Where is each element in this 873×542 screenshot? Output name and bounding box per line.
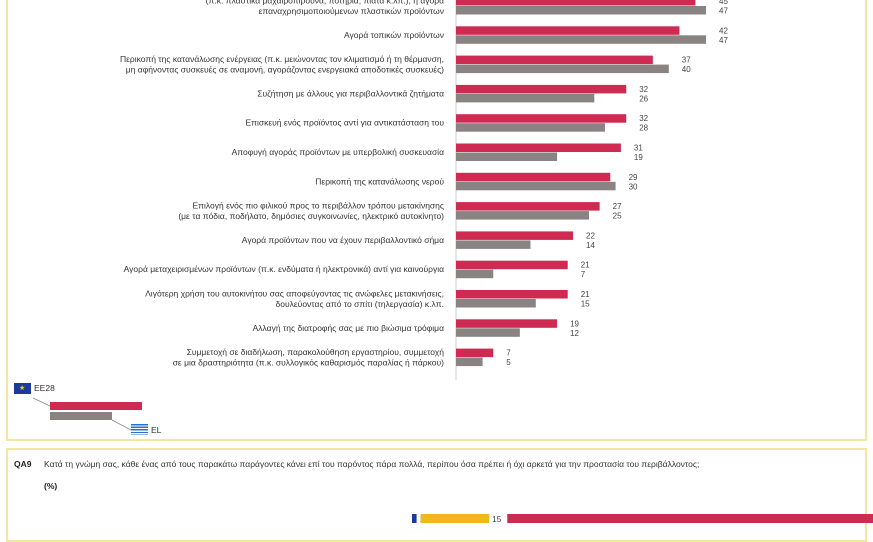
value-label-ee28: 42: [719, 26, 728, 35]
bar-el: [456, 93, 595, 103]
row-label: δουλεύοντας από το σπίτι (τηλεργασία) κ.…: [276, 299, 444, 309]
row-label: Αγορά τοπικών προϊόντων: [344, 30, 444, 40]
bar-el: [456, 6, 707, 15]
value-label-ee28: 45: [719, 0, 728, 6]
row-label: Συζήτηση με άλλους για περιβαλλοντικά ζη…: [257, 88, 444, 98]
bar-ee28: [456, 84, 627, 94]
value-label-el: 25: [613, 212, 622, 221]
value-label-el: 14: [586, 241, 595, 250]
bar-el: [456, 64, 669, 74]
row-label: (π.κ. πλαστικά μαχαιροπίρουνα, ποτήρια, …: [206, 0, 444, 5]
stacked-value-label: 15: [492, 515, 501, 523]
bar-el: [456, 181, 616, 191]
legend-eu-label: EE28: [34, 383, 55, 393]
value-label-ee28: 37: [682, 56, 691, 65]
row-label: Αγορά προϊόντων που να έχουν περιβαλλοντ…: [242, 235, 444, 245]
value-label-ee28: 7: [506, 349, 511, 358]
bar-ee28: [456, 0, 696, 6]
stacked-segment: [420, 514, 490, 523]
bar-el: [456, 299, 536, 308]
bar-el: [456, 328, 520, 337]
row-label: Αποφυγή αγοράς προϊόντων με υπερβολική σ…: [232, 147, 445, 157]
bar-ee28: [456, 231, 574, 240]
row-label: μη αφήνοντας συσκευές σε αναμονή, αγοράζ…: [126, 64, 444, 74]
question-id: QA9: [14, 459, 32, 469]
greece-flag-icon: [131, 424, 148, 435]
value-label-el: 40: [682, 65, 691, 74]
bar-ee28: [456, 143, 621, 152]
row-label: Επισκευή ενός προϊόντος αντί για αντικατ…: [245, 118, 444, 128]
value-label-ee28: 32: [639, 85, 648, 94]
value-label-el: 5: [506, 358, 511, 367]
question-unit: (%): [44, 481, 58, 491]
bar-el: [456, 35, 707, 44]
value-label-ee28: 21: [581, 290, 590, 299]
value-label-el: 26: [639, 94, 648, 103]
bar-ee28: [456, 202, 600, 211]
value-label-el: 15: [581, 300, 590, 309]
value-label-el: 12: [570, 329, 579, 338]
row-label: σε μια δραστηριότητα (π.κ. συλλογικός κα…: [173, 357, 444, 367]
value-label-ee28: 31: [634, 144, 643, 153]
value-label-el: 47: [719, 36, 728, 45]
bar-ee28: [456, 55, 653, 65]
bar-chart: (π.κ. πλαστικά μαχαιροπίρουνα, ποτήρια, …: [32, 0, 873, 523]
question-text: Κατά τη γνώμη σας, κάθε ένας από τους πα…: [44, 459, 700, 469]
bar-ee28: [456, 26, 680, 35]
legend-connector-el: [111, 419, 132, 431]
row-label: Περικοπή της κατανάλωσης ενέργειας (π.κ.…: [120, 54, 444, 64]
row-label: Συμμετοχή σε διαδήλωση, παρακολούθηση ερ…: [187, 347, 445, 357]
value-label-ee28: 29: [629, 173, 638, 182]
bar-el: [456, 269, 494, 279]
row-label: Αλλαγή της διατροφής σας με πιο βιώσιμα …: [253, 323, 444, 333]
legend-bar-el: [50, 412, 112, 420]
bar-ee28: [456, 319, 558, 328]
stacked-segment: [412, 514, 417, 523]
legend-connector-eu: [32, 397, 51, 407]
bar-el: [456, 211, 589, 220]
value-label-ee28: 22: [586, 231, 595, 240]
eu-flag-icon: [14, 383, 31, 394]
stacked-segment: [507, 514, 873, 523]
bar-el: [456, 123, 605, 132]
bar-el: [456, 152, 558, 161]
legend-bar-ee28: [50, 402, 142, 410]
value-label-el: 47: [719, 7, 728, 16]
row-label: Λιγότερη χρήση του αυτοκινήτου σας αποφε…: [145, 288, 444, 298]
row-label: επαναχρησιμοποιούμενων πλαστικών προϊόντ…: [259, 6, 444, 16]
bar-el: [456, 240, 531, 249]
row-label: (με τα πόδια, ποδήλατο, δημόσιες συγκοιν…: [178, 211, 444, 221]
row-label: Αγορά μεταχειρισμένων προϊόντων (π.κ. εν…: [124, 264, 444, 274]
row-label: Περικοπή της κατανάλωσης νερού: [315, 176, 444, 186]
value-label-ee28: 32: [639, 114, 648, 123]
row-label: Επιλογή ενός πιο φιλικού προς το περιβάλ…: [192, 200, 444, 210]
value-label-ee28: 21: [581, 261, 590, 270]
bar-ee28: [456, 290, 568, 299]
legend-el-label: EL: [151, 425, 162, 435]
bar-ee28: [456, 260, 568, 270]
bar-ee28: [456, 172, 611, 182]
bar-ee28: [456, 348, 494, 358]
value-label-el: 28: [639, 124, 648, 133]
value-label-el: 19: [634, 153, 643, 162]
value-label-ee28: 27: [613, 202, 622, 211]
value-label-el: 30: [629, 182, 638, 191]
bar-el: [456, 357, 483, 367]
chart-panel: [6, 0, 867, 441]
value-label-ee28: 19: [570, 319, 579, 328]
bar-ee28: [456, 114, 627, 123]
value-label-el: 7: [581, 270, 586, 279]
